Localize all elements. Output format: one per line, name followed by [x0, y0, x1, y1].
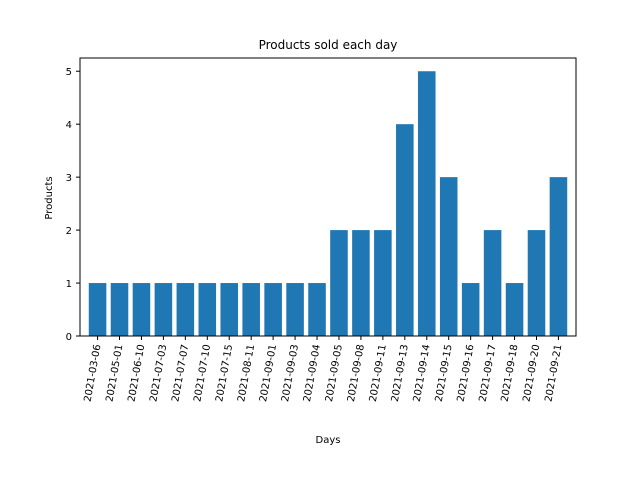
x-tick-label: 2021-09-16	[456, 344, 477, 403]
bar-2021-09-04	[308, 283, 326, 336]
bar-2021-09-18	[505, 283, 524, 336]
bar-2021-09-17	[483, 230, 502, 336]
x-tick-label: 2021-09-01	[258, 344, 279, 403]
x-tick-label: 2021-07-15	[214, 344, 235, 403]
bar-2021-09-14	[417, 71, 436, 336]
x-tick-label: 2021-09-14	[412, 344, 433, 403]
x-axis-ticks: 2021-03-06 2021-05-01 2021-06-10 2021-07-03…	[83, 336, 564, 403]
x-tick-label: 2021-05-01	[105, 344, 126, 403]
x-tick-label: 2021-09-15	[434, 344, 455, 403]
x-tick-label: 2021-09-05	[324, 344, 345, 403]
y-tick-label: 2	[66, 226, 72, 237]
bar-2021-09-20	[527, 230, 546, 336]
bar-2021-07-15	[220, 283, 239, 336]
y-tick-label: 5	[66, 67, 72, 78]
bar-2021-09-13	[396, 124, 414, 336]
bar-2021-09-08	[352, 230, 370, 336]
x-tick-label: 2021-09-21	[543, 344, 564, 403]
y-axis-ticks: 0 1 2 3 4 5	[66, 67, 80, 343]
bars-group	[88, 71, 568, 336]
x-tick-label: 2021-09-20	[522, 344, 543, 403]
y-axis-title: Products	[44, 176, 55, 219]
x-tick-label: 2021-07-07	[170, 344, 191, 403]
plot-frame	[79, 57, 577, 337]
y-tick-label: 3	[66, 173, 72, 184]
x-tick-label: 2021-09-13	[390, 344, 411, 403]
y-tick-label: 4	[66, 120, 72, 131]
bar-2021-09-05	[330, 230, 348, 336]
bar-2021-05-01	[110, 283, 129, 336]
bar-2021-09-15	[439, 177, 458, 336]
bar-2021-08-11	[242, 283, 260, 336]
y-tick-label: 0	[66, 332, 72, 343]
x-tick-label: 2021-09-17	[478, 344, 499, 403]
bar-2021-09-11	[374, 230, 392, 336]
x-tick-label: 2021-09-03	[280, 344, 301, 403]
x-tick-label: 2021-03-06	[83, 344, 104, 403]
x-tick-label: 2021-07-10	[192, 344, 213, 403]
x-tick-label: 2021-06-10	[126, 344, 147, 403]
x-tick-label: 2021-07-03	[148, 344, 169, 403]
y-tick-label: 1	[66, 279, 72, 290]
bar-2021-07-03	[154, 283, 173, 336]
bar-2021-07-07	[176, 283, 195, 336]
bar-2021-09-01	[264, 283, 282, 336]
bar-2021-09-16	[461, 283, 480, 336]
chart-title: Products sold each day	[259, 38, 398, 52]
x-axis-title: Days	[316, 435, 341, 446]
x-tick-label: 2021-09-08	[346, 344, 367, 403]
x-tick-label: 2021-09-11	[368, 344, 389, 403]
bar-2021-03-06	[88, 283, 107, 336]
x-tick-label: 2021-09-04	[302, 344, 323, 403]
x-tick-label: 2021-09-18	[500, 344, 521, 403]
bar-2021-07-10	[198, 283, 217, 336]
bar-2021-06-10	[132, 283, 151, 336]
x-tick-label: 2021-08-11	[236, 344, 257, 403]
bar-2021-09-21	[549, 177, 568, 336]
bar-2021-09-03	[286, 283, 304, 336]
